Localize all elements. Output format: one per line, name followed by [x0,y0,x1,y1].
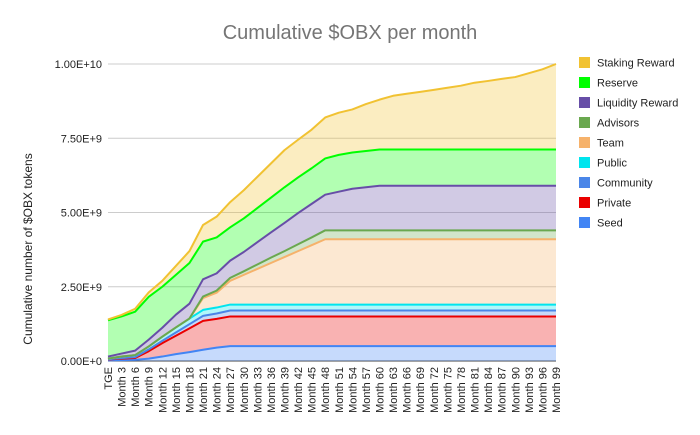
legend-swatch [579,117,590,128]
x-tick-label: Month 3 [117,367,129,407]
line-reserve [107,148,556,322]
legend-swatch [579,97,590,108]
x-tick-label: Month 24 [212,367,224,413]
area-series [108,64,556,361]
x-tick-label: Month 39 [279,367,291,413]
x-tick-label: Month 81 [470,367,482,413]
x-tick-label: Month 9 [144,367,156,407]
x-tick-label: Month 33 [252,367,264,413]
area-community [108,310,556,360]
x-tick-label: Month 36 [266,367,278,413]
legend-swatch [579,57,590,68]
x-tick-label: Month 48 [320,367,332,413]
x-tick-label: Month 6 [130,367,142,407]
legend-label: Reserve [597,78,638,90]
x-tick-label: Month 84 [483,367,495,413]
area-seed [108,346,556,361]
x-tick-label: Month 42 [293,367,305,413]
legend-label: Team [597,138,624,150]
legend-label: Community [597,178,653,190]
y-tick-label: 1.00E+10 [55,59,102,71]
x-tick-label: Month 30 [239,367,251,413]
x-tick-label: Month 21 [198,367,210,413]
legend-swatch [579,77,590,88]
y-tick-label: 2.50E+9 [61,282,102,294]
x-tick-label: Month 78 [456,367,468,413]
chart-title: Cumulative $OBX per month [223,22,478,44]
y-tick-label: 0.00E+0 [61,356,102,368]
legend-label: Private [597,198,631,210]
area-team [108,239,556,359]
x-tick-label: Month 57 [361,367,373,413]
legend-label: Advisors [597,118,640,130]
x-tick-label: Month 18 [184,367,196,413]
x-tick-label: Month 99 [551,367,563,413]
x-tick-label: Month 27 [225,367,237,413]
y-tick-label: 5.00E+9 [61,208,102,220]
x-tick-label: Month 15 [171,367,183,413]
x-tick-label: Month 63 [388,367,400,413]
legend-label: Liquidity Reward [597,98,678,110]
x-tick-label: Month 93 [524,367,536,413]
legend-label: Seed [597,218,623,230]
line-seed [107,345,556,362]
line-staking-reward [107,63,557,321]
y-axis-label: Cumulative number of $OBX tokens [21,153,35,344]
legend-label: Public [597,158,627,170]
x-tick-label: Month 60 [375,367,387,413]
x-tick-label: Month 96 [537,367,549,413]
x-tick-label: Month 12 [157,367,169,413]
x-tick-label: Month 90 [510,367,522,413]
gridlines [108,63,556,362]
line-private [107,315,556,361]
legend-swatch [579,137,590,148]
line-liquidity-reward [107,184,556,358]
legend-swatch [579,217,590,228]
y-tick-label: 7.50E+9 [61,133,102,145]
legend-swatch [579,197,590,208]
x-tick-label: Month 75 [442,367,454,413]
x-tick-label: Month 54 [347,367,359,413]
x-tick-label: Month 72 [429,367,441,413]
x-tick-label: TGE [103,367,115,390]
x-tick-label: Month 87 [497,367,509,413]
x-tick-label: Month 51 [334,367,346,413]
line-community [107,309,556,361]
line-advisors [107,229,556,360]
series-lines [107,63,557,362]
area-staking-reward [108,64,556,321]
legend: Staking Reward Reserve Liquidity Reward Adv… [579,57,678,230]
x-tick-label: Month 45 [307,367,319,413]
legend-swatch [579,157,590,168]
legend-label: Staking Reward [597,58,675,70]
area-private [108,316,556,361]
legend-swatch [579,177,590,188]
area-liquidity-reward [108,185,556,359]
x-tick-label: Month 69 [415,367,427,413]
x-tick-label: Month 66 [402,367,414,413]
